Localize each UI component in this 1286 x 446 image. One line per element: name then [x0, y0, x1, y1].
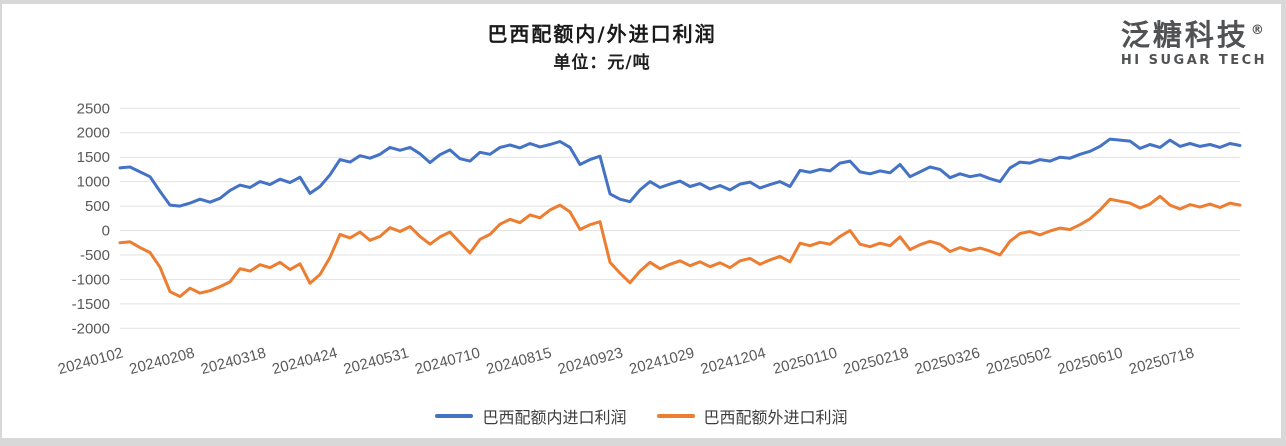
legend-label-quota-out: 巴西配额外进口利润	[703, 408, 848, 427]
registered-trademark-icon: ®	[1250, 23, 1267, 39]
chart-title: 巴西配额内/外进口利润	[487, 22, 717, 46]
chart-legend: 巴西配额内进口利润 巴西配额外进口利润	[2, 404, 1281, 428]
chart-unit-label: 单位：元/吨	[553, 53, 651, 73]
chart-card: 巴西配额内/外进口利润 单位：元/吨 泛糖科技 ® HI SUGAR TECH 巴…	[2, 4, 1281, 438]
legend-item-quota-in[interactable]: 巴西配额内进口利润	[435, 404, 627, 428]
logo-cn-row: 泛糖科技 ®	[1120, 18, 1267, 52]
logo-en-text: HI SUGAR TECH	[1120, 52, 1267, 68]
legend-item-quota-out[interactable]: 巴西配额外进口利润	[656, 404, 848, 428]
legend-line-swatch-blue	[435, 414, 474, 418]
logo-cn-text: 泛糖科技	[1120, 18, 1249, 52]
brand-logo: 泛糖科技 ® HI SUGAR TECH	[1120, 18, 1267, 68]
legend-label-quota-in: 巴西配额内进口利润	[482, 408, 627, 427]
legend-line-swatch-orange	[656, 414, 695, 418]
